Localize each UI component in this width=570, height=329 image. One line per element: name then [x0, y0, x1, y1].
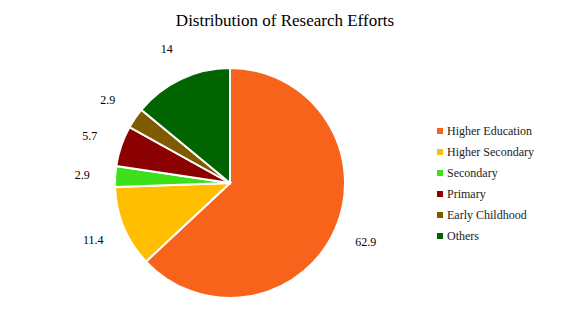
legend: Higher Education Higher Secondary Secondar… — [437, 124, 534, 243]
pie-group — [115, 68, 345, 298]
legend-label: Secondary — [447, 166, 498, 180]
legend-label: Primary — [447, 187, 486, 201]
legend-swatch — [437, 233, 443, 239]
pie-slice — [141, 68, 230, 183]
data-labels: 62.9 11.4 2.9 5.7 2.9 14 — [75, 42, 377, 249]
pie-slice — [115, 183, 230, 262]
data-label: 14 — [161, 42, 173, 56]
data-label: 62.9 — [355, 235, 376, 249]
data-label: 2.9 — [100, 93, 115, 107]
legend-swatch — [437, 128, 443, 134]
chart-svg: Distribution of Research Efforts 62.9 11.4… — [0, 0, 570, 329]
data-label: 11.4 — [83, 233, 104, 247]
chart-title: Distribution of Research Efforts — [176, 11, 394, 30]
data-label: 5.7 — [82, 129, 97, 143]
legend-label: Early Childhood — [447, 208, 527, 222]
legend-label: Higher Education — [447, 124, 532, 138]
legend-swatch — [437, 191, 443, 197]
legend-label: Others — [447, 229, 479, 243]
background — [0, 0, 570, 329]
legend-label: Higher Secondary — [447, 145, 534, 159]
legend-swatch — [437, 149, 443, 155]
legend-swatch — [437, 170, 443, 176]
data-label: 2.9 — [75, 168, 90, 182]
legend-swatch — [437, 212, 443, 218]
